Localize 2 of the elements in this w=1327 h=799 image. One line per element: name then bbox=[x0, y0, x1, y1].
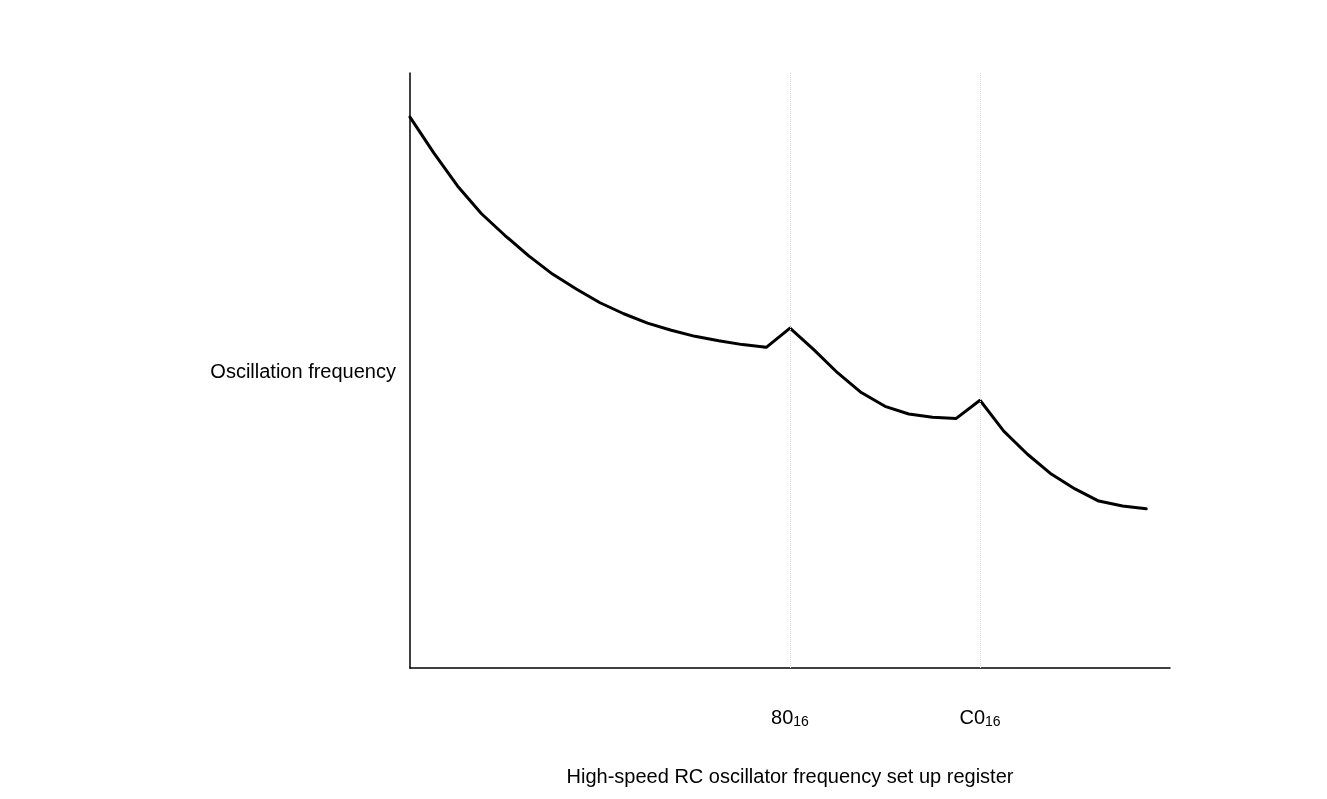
y-axis-title: Oscillation frequency bbox=[210, 359, 396, 382]
x-axis-title: High-speed RC oscillator frequency set up register bbox=[566, 765, 1014, 787]
